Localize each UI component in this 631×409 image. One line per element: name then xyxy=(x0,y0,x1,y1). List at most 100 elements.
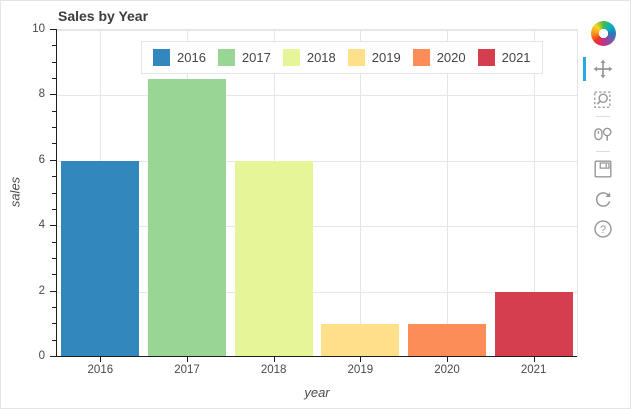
bar-2019 xyxy=(321,324,400,357)
y-minor-tick xyxy=(52,339,56,341)
y-minor-tick xyxy=(52,323,56,325)
x-tick-label: 2019 xyxy=(347,364,374,376)
help-icon: ? xyxy=(594,220,612,238)
h-gridline xyxy=(57,160,577,162)
reset-tool-button[interactable] xyxy=(588,184,618,214)
bar-2017 xyxy=(148,79,226,357)
wheel-zoom-icon xyxy=(594,127,612,141)
y-minor-tick xyxy=(52,127,56,129)
v-gridline xyxy=(447,30,448,357)
y-axis-label: sales xyxy=(7,176,23,208)
y-minor-tick xyxy=(52,110,56,112)
save-tool-button[interactable] xyxy=(588,154,618,184)
h-gridline xyxy=(57,30,577,31)
legend: 2016 2017 2018 2019 2020 2021 xyxy=(141,41,543,74)
save-icon xyxy=(594,160,612,178)
bar-cell xyxy=(230,30,317,357)
legend-swatch xyxy=(153,49,170,66)
bar-series xyxy=(57,30,577,357)
bar-cell xyxy=(144,30,231,357)
chart-title: Sales by Year xyxy=(58,8,149,24)
help-tool-button[interactable]: ? xyxy=(588,214,618,244)
legend-swatch xyxy=(347,49,365,66)
y-minor-tick xyxy=(52,176,56,178)
legend-label: 2017 xyxy=(241,50,271,65)
legend-label: 2019 xyxy=(371,50,401,65)
legend-label: 2016 xyxy=(177,50,206,65)
wheel-zoom-tool-button[interactable] xyxy=(588,119,618,149)
bokeh-logo-icon[interactable] xyxy=(590,21,616,46)
y-major-tick xyxy=(50,29,56,30)
box-zoom-icon xyxy=(594,91,611,108)
pan-icon xyxy=(593,59,613,79)
y-major-tick xyxy=(50,225,56,227)
legend-swatch xyxy=(412,49,430,66)
legend-swatch xyxy=(217,49,235,66)
y-tick-label: 8 xyxy=(38,88,45,101)
v-gridline xyxy=(360,30,362,357)
y-major-tick xyxy=(50,290,56,292)
plot-area[interactable] xyxy=(57,29,578,357)
bar-2020 xyxy=(408,324,487,357)
legend-item-2018: 2018 xyxy=(282,49,336,66)
bar-2018 xyxy=(234,160,313,357)
y-minor-tick xyxy=(52,241,56,243)
y-minor-tick xyxy=(52,61,56,63)
legend-swatch xyxy=(282,49,300,66)
box-zoom-tool-button[interactable] xyxy=(588,84,618,114)
y-minor-tick xyxy=(52,192,56,194)
legend-item-2020: 2020 xyxy=(412,49,466,66)
y-minor-tick xyxy=(52,274,56,276)
legend-item-2017: 2017 xyxy=(217,49,271,66)
y-tick-label: 10 xyxy=(32,23,45,35)
y-tick-label: 2 xyxy=(38,284,45,297)
h-gridline xyxy=(57,95,577,97)
legend-swatch xyxy=(477,49,495,66)
h-gridline xyxy=(57,291,577,293)
y-tick-label: 4 xyxy=(38,219,45,232)
bar-cell xyxy=(404,30,491,357)
bar-cell xyxy=(57,30,144,357)
legend-item-2019: 2019 xyxy=(347,49,401,66)
y-major-tick xyxy=(50,159,56,161)
legend-item-2016: 2016 xyxy=(153,49,206,66)
x-major-tick xyxy=(533,356,535,362)
y-major-tick xyxy=(50,356,56,357)
bar-cell xyxy=(317,30,404,357)
y-minor-tick xyxy=(52,143,56,145)
x-major-tick xyxy=(273,356,275,362)
y-minor-tick xyxy=(52,306,56,308)
x-tick-label: 2016 xyxy=(87,364,114,376)
x-axis xyxy=(56,356,577,357)
x-tick-label: 2020 xyxy=(434,364,460,376)
svg-text:?: ? xyxy=(600,224,606,236)
x-tick-label: 2017 xyxy=(174,364,200,376)
y-major-tick xyxy=(50,94,56,96)
active-tool-indicator xyxy=(583,57,586,81)
reset-icon xyxy=(595,192,611,207)
y-axis xyxy=(56,29,57,356)
bar-2021 xyxy=(494,291,573,357)
x-tick-label: 2021 xyxy=(520,364,547,376)
legend-label: 2021 xyxy=(501,50,531,65)
bar-2016 xyxy=(61,160,140,357)
y-minor-tick xyxy=(52,78,56,80)
v-gridline xyxy=(533,30,535,357)
x-major-tick xyxy=(447,356,448,362)
y-tick-label: 0 xyxy=(38,350,45,362)
y-minor-tick xyxy=(52,208,56,210)
legend-label: 2020 xyxy=(436,50,466,65)
h-gridline xyxy=(57,226,577,228)
legend-label: 2018 xyxy=(306,50,336,65)
x-tick-label: 2018 xyxy=(260,364,287,376)
toolbar-separator xyxy=(596,151,610,152)
x-major-tick xyxy=(360,356,362,362)
pan-tool-button[interactable] xyxy=(583,54,618,84)
x-axis-label: year xyxy=(304,385,330,400)
x-major-tick xyxy=(100,356,102,362)
legend-item-2021: 2021 xyxy=(477,49,531,66)
toolbar-separator xyxy=(596,116,610,117)
y-minor-tick xyxy=(52,257,56,259)
y-minor-tick xyxy=(52,45,56,47)
